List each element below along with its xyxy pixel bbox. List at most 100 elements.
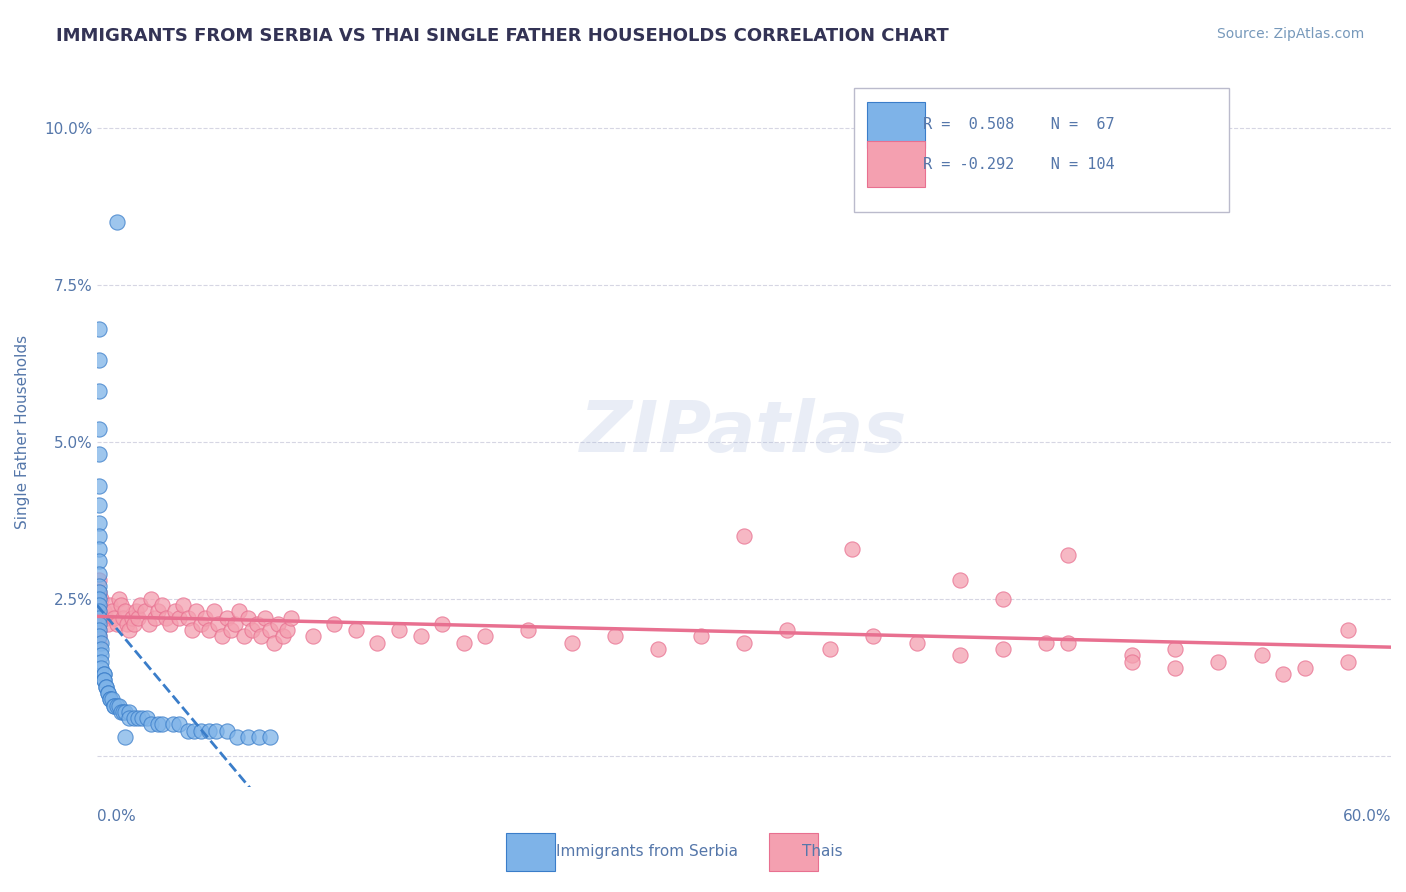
Point <box>122 711 145 725</box>
Point <box>1294 661 1316 675</box>
Point <box>98 692 121 706</box>
Point <box>89 573 111 587</box>
Point <box>89 623 111 637</box>
Point <box>198 623 221 637</box>
Point <box>474 630 496 644</box>
Point <box>159 616 181 631</box>
Point <box>323 616 346 631</box>
Point <box>93 673 115 688</box>
Point <box>90 642 112 657</box>
FancyBboxPatch shape <box>769 833 818 871</box>
Point <box>1164 642 1187 657</box>
Point <box>259 730 281 744</box>
Point <box>89 585 111 599</box>
Point <box>183 723 205 738</box>
Point <box>207 616 229 631</box>
FancyBboxPatch shape <box>506 833 555 871</box>
Point <box>118 711 141 725</box>
Point <box>131 711 153 725</box>
Point <box>409 630 432 644</box>
Point <box>146 604 169 618</box>
Point <box>1056 636 1078 650</box>
FancyBboxPatch shape <box>853 88 1229 212</box>
Point <box>228 604 250 618</box>
Point <box>89 630 111 644</box>
Point <box>105 698 128 713</box>
Point <box>101 692 124 706</box>
Point <box>89 636 111 650</box>
Point <box>150 598 173 612</box>
Point <box>1272 667 1295 681</box>
Point <box>202 604 225 618</box>
Point <box>94 610 117 624</box>
Text: ZIPatlas: ZIPatlas <box>581 398 908 467</box>
Point <box>143 610 166 624</box>
Point <box>90 591 112 606</box>
Point <box>561 636 583 650</box>
Point <box>135 711 157 725</box>
Point <box>101 604 124 618</box>
Point <box>280 610 302 624</box>
Point <box>94 680 117 694</box>
Point <box>127 711 149 725</box>
Point <box>215 610 238 624</box>
Point <box>603 630 626 644</box>
Point <box>150 717 173 731</box>
Point <box>93 604 115 618</box>
Point <box>1121 648 1143 663</box>
Point <box>89 630 111 644</box>
Point <box>224 616 246 631</box>
Point <box>517 623 540 637</box>
Point <box>110 598 132 612</box>
Point <box>226 730 249 744</box>
FancyBboxPatch shape <box>868 103 925 148</box>
Point <box>776 623 799 637</box>
Point <box>111 705 134 719</box>
Point <box>194 610 217 624</box>
Point <box>103 610 125 624</box>
Point <box>991 642 1014 657</box>
Point <box>107 698 129 713</box>
Point <box>388 623 411 637</box>
Point <box>263 636 285 650</box>
Point <box>733 636 755 650</box>
Point <box>94 680 117 694</box>
Point <box>176 723 198 738</box>
Point <box>89 566 111 581</box>
Point <box>163 604 186 618</box>
Text: 60.0%: 60.0% <box>1343 809 1391 824</box>
Point <box>90 648 112 663</box>
Point <box>90 655 112 669</box>
Point <box>139 591 162 606</box>
Text: IMMIGRANTS FROM SERBIA VS THAI SINGLE FATHER HOUSEHOLDS CORRELATION CHART: IMMIGRANTS FROM SERBIA VS THAI SINGLE FA… <box>56 27 949 45</box>
Point <box>89 591 111 606</box>
Point <box>246 616 269 631</box>
Point <box>167 717 190 731</box>
Point <box>98 598 121 612</box>
Text: R =  0.508    N =  67: R = 0.508 N = 67 <box>922 117 1114 132</box>
Point <box>236 730 259 744</box>
Point <box>122 616 145 631</box>
FancyBboxPatch shape <box>868 141 925 187</box>
Point <box>139 717 162 731</box>
Point <box>89 610 111 624</box>
Point <box>89 447 111 461</box>
Point <box>733 529 755 543</box>
Point <box>242 623 264 637</box>
Point <box>114 604 136 618</box>
Point <box>267 616 290 631</box>
Point <box>89 598 111 612</box>
Point <box>276 623 298 637</box>
Point <box>949 648 972 663</box>
Point <box>162 717 184 731</box>
Point <box>1250 648 1272 663</box>
Point <box>991 591 1014 606</box>
Point <box>647 642 669 657</box>
Point <box>198 723 221 738</box>
Point <box>117 616 139 631</box>
Point <box>204 723 226 738</box>
Point <box>89 353 111 368</box>
Point <box>93 667 115 681</box>
Point <box>146 717 169 731</box>
Text: Source: ZipAtlas.com: Source: ZipAtlas.com <box>1216 27 1364 41</box>
